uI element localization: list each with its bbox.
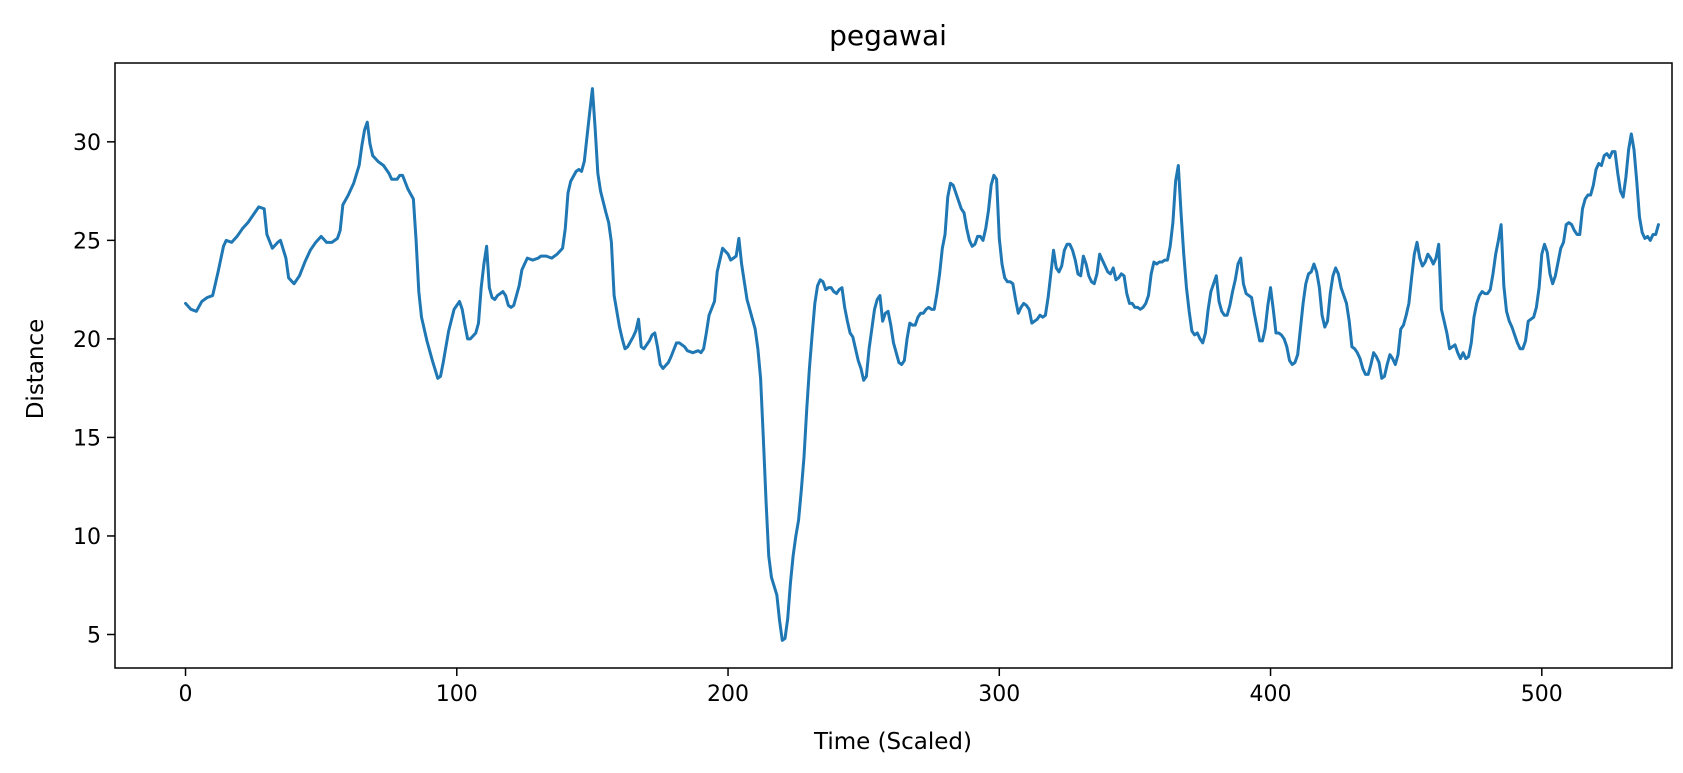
y-tick-label: 5 bbox=[87, 623, 101, 648]
x-tick-label: 100 bbox=[436, 682, 478, 707]
x-tick-label: 500 bbox=[1521, 682, 1563, 707]
distance-series-line bbox=[184, 87, 1660, 642]
plot-frame bbox=[114, 62, 1673, 669]
y-tick-label: 25 bbox=[73, 229, 101, 254]
chart-title: pegawai bbox=[829, 19, 947, 52]
y-tick-label: 30 bbox=[73, 131, 101, 156]
y-tick-label: 10 bbox=[73, 525, 101, 550]
x-tick-label: 200 bbox=[707, 682, 749, 707]
x-axis-label: Time (Scaled) bbox=[813, 729, 972, 755]
y-tick-label: 15 bbox=[73, 426, 101, 451]
y-tick-label: 20 bbox=[73, 328, 101, 353]
x-axis-ticks: 0 100 200 300 400 500 bbox=[179, 668, 1563, 707]
y-axis-label: Distance bbox=[23, 319, 49, 420]
x-tick-label: 0 bbox=[179, 682, 193, 707]
y-axis-ticks: 5 10 15 20 25 30 bbox=[73, 131, 115, 648]
x-tick-label: 400 bbox=[1250, 682, 1292, 707]
x-tick-label: 300 bbox=[978, 682, 1020, 707]
